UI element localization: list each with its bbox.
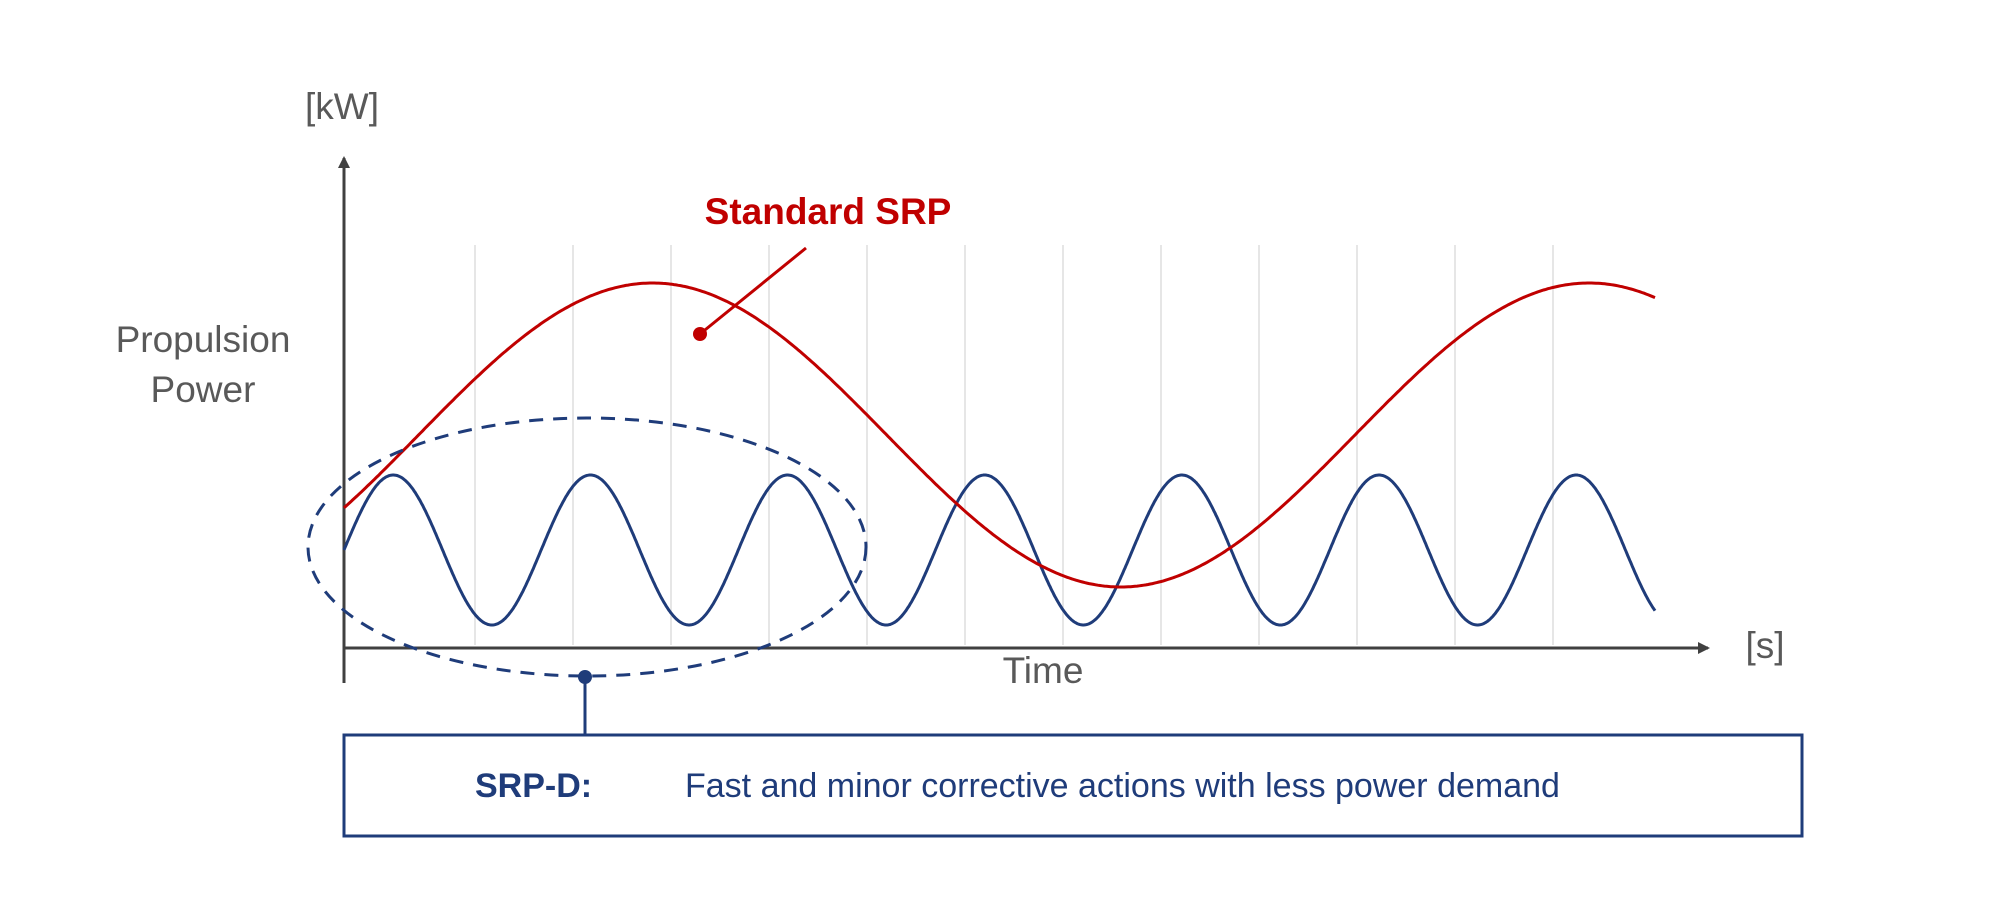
y-axis-unit: [kW]: [305, 86, 379, 127]
x-axis-label: Time: [1003, 650, 1084, 691]
standard-srp-pointer: [699, 246, 807, 336]
srp-d-callout-dot: [578, 670, 592, 684]
srp-d-callout-box: [342, 733, 1804, 838]
standard-srp-label: Standard SRP: [705, 191, 952, 232]
srp-d-callout-text: Fast and minor corrective actions with l…: [685, 767, 1560, 805]
background-grid: [474, 245, 1554, 645]
srp-d-highlight-ellipse: [306, 416, 868, 678]
standard-srp-pointer-dot: [693, 327, 707, 341]
x-axis-unit: [s]: [1745, 625, 1784, 666]
y-axis-label-line2: Power: [151, 369, 256, 410]
srp-d-curve: [342, 473, 1657, 627]
srp-d-callout-key: SRP-D:: [475, 767, 592, 805]
y-axis-label-line1: Propulsion: [116, 319, 291, 360]
standard-srp-curve: [342, 281, 1656, 589]
